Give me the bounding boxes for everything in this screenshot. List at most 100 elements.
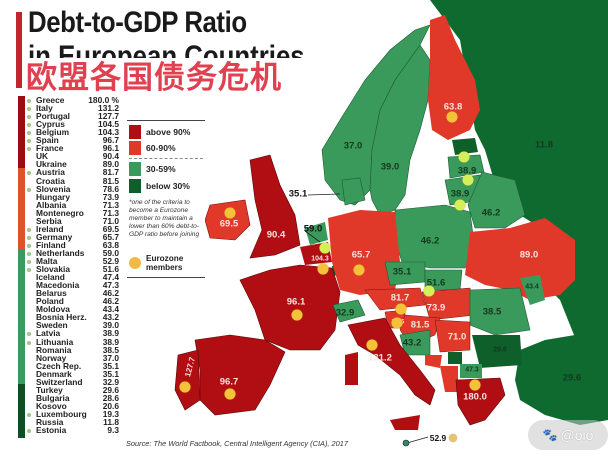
ranking-value: 43.2 (102, 312, 119, 323)
ranking-country: Germany (36, 231, 73, 242)
ranking-row: Russia 11.8 (27, 418, 119, 427)
ranking-row: Ukraine 89.0 (27, 160, 119, 169)
country-label-romania: 38.5 (482, 306, 502, 318)
country-label-denmark: 35.1 (288, 188, 308, 200)
ranking-country: Switzerland (36, 376, 83, 387)
ranking-value: 96.1 (102, 143, 119, 154)
eurozone-marker-icon (27, 332, 31, 337)
legend-swatch (129, 141, 141, 155)
ranking-value: 69.5 (102, 223, 119, 234)
legend-label: below 30% (146, 181, 190, 191)
ranking-value: 65.7 (102, 231, 119, 242)
eurozone-dot-finland (446, 111, 458, 123)
ranking-country: Croatia (36, 175, 65, 186)
ranking-row: Spain 96.7 (27, 136, 119, 145)
country-label-greece: 180.0 (463, 391, 487, 403)
ranking-row: Slovenia 78.6 (27, 183, 119, 194)
legend-label: 30-59% (146, 164, 176, 174)
ranking-country: Turkey (36, 384, 63, 395)
eurozone-marker-icon (27, 251, 31, 256)
country-label-moldova: 43.4 (525, 283, 539, 291)
ranking-value: 9.3 (107, 425, 119, 436)
country-label-bulgaria: 29.6 (493, 346, 507, 354)
ranking-country: Belgium (36, 127, 70, 138)
region-denmark (341, 177, 366, 206)
eurozone-marker-icon (27, 260, 31, 264)
ranking-country: Spain (36, 135, 59, 146)
country-label-turkey: 29.6 (562, 372, 582, 384)
country-label-france: 96.1 (286, 296, 306, 308)
ranking-country: Slovenia (36, 183, 71, 194)
title-accent-bar (16, 12, 22, 88)
eurozone-dot-ireland (224, 207, 236, 219)
country-label-germany: 65.7 (351, 249, 371, 261)
country-label-belgium: 104.3 (311, 255, 329, 263)
ranking-country: Lithuania (36, 336, 74, 347)
country-label-ireland: 69.5 (219, 218, 239, 230)
ranking-country: Netherlands (36, 247, 85, 258)
country-label-austria: 81.7 (390, 292, 410, 304)
ranking-country: Czech Rep. (36, 360, 82, 371)
ranking-row: Greece 180.0 % (27, 96, 119, 105)
legend-label: 60-90% (146, 143, 176, 153)
country-label-switzerland: 32.9 (335, 307, 355, 319)
ranking-row: Malta 52.9 (27, 257, 119, 266)
ranking-country: Poland (36, 296, 64, 307)
region-bulgaria (472, 335, 522, 368)
ranking-value: 96.7 (102, 135, 119, 146)
ranking-country: Estonia (36, 425, 67, 436)
legend-label: above 90% (146, 127, 191, 137)
ranking-country: Italy (36, 103, 53, 114)
ranking-row: Romania 38.5 (27, 345, 119, 355)
ranking-country: Slovakia (36, 264, 70, 275)
chinese-overlay-caption: 欧盟各国债务危机 (26, 60, 282, 96)
eurozone-dot-malta (449, 434, 457, 442)
legend-swatch (129, 179, 141, 193)
eurozone-dot-estonia (458, 151, 470, 163)
region-greece (455, 377, 506, 426)
country-label-czech: 35.1 (392, 266, 412, 278)
country-label-latvia: 38.9 (457, 165, 477, 177)
region-sardinia (345, 352, 358, 385)
region-albania (440, 366, 458, 392)
ranking-value: 28.6 (102, 392, 119, 403)
malta-callout (406, 436, 429, 444)
region-uk (249, 154, 301, 259)
region-macedonia (460, 364, 482, 378)
eurozone-marker-icon (27, 187, 31, 192)
eurozone-dot-spain (224, 388, 236, 400)
country-label-slovakia: 51.6 (426, 277, 446, 289)
ranking-country: Finland (36, 239, 66, 250)
eurozone-marker-icon (27, 243, 31, 248)
country-label-serbia: 71.0 (447, 331, 467, 343)
region-portugal (174, 349, 201, 411)
country-label-belarus: 46.2 (481, 207, 501, 219)
ranking-row: France 96.1 (27, 144, 119, 153)
ranking-row: Moldova 43.4 (27, 305, 119, 314)
ranking-value: 59.0 (102, 247, 119, 258)
eurozone-marker-icon (27, 268, 31, 273)
region-belarus (467, 171, 526, 229)
ranking-value: 104.3 (98, 127, 119, 138)
region-netherlands (305, 222, 328, 245)
ranking-country: Macedonia (36, 280, 80, 291)
region-switzerland (332, 299, 366, 323)
country-label-lithuania: 38.9 (450, 188, 470, 200)
eurozone-marker-icon (27, 412, 31, 417)
country-label-bosnia: 43.2 (402, 337, 422, 349)
ranking-value: 47.4 (102, 272, 119, 283)
ranking-country: Cyprus (36, 119, 65, 130)
eurozone-dot-germany (353, 264, 365, 276)
region-sicily (390, 415, 420, 430)
ranking-row: Italy 131.2 (27, 104, 119, 113)
eurozone-marker-icon (27, 171, 31, 176)
country-label-netherlands: 59.0 (303, 223, 323, 235)
eurozone-dot-belgium (317, 263, 329, 275)
country-label-poland: 46.2 (420, 235, 440, 247)
watermark: 🐾 @oio (528, 420, 608, 450)
ranking-country: UK (36, 151, 49, 162)
country-label-croatia: 81.5 (410, 319, 430, 331)
ranking-row: Norway 37.0 (27, 353, 119, 363)
ranking-row: Slovakia 51.6 (27, 265, 119, 274)
